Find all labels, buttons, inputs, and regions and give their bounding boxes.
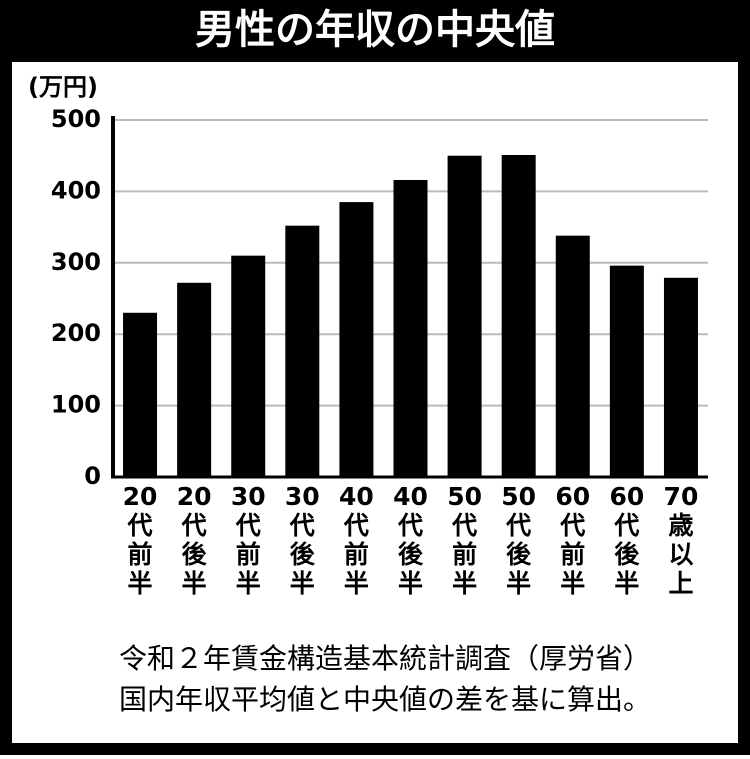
bar (231, 255, 266, 477)
bar (501, 154, 536, 477)
note: 国内年収平均値と中央値の差を基に算出。 (119, 683, 651, 716)
y-tick-label: 200 (51, 319, 101, 347)
note: 令和２年賃金構造基本統計調査（厚労省） (119, 642, 651, 675)
y-axis-label: (万円) (28, 73, 98, 101)
bar (555, 235, 590, 477)
x-tick-label: 30 代後半 (285, 482, 320, 598)
y-tick-label: 100 (51, 391, 101, 419)
bar (177, 282, 212, 477)
y-tick-label: 300 (51, 248, 101, 276)
y-tick-label: 500 (51, 105, 101, 133)
bar (285, 225, 320, 477)
x-tick-label: 20 代前半 (123, 482, 158, 598)
bar (447, 155, 482, 477)
bar (339, 202, 374, 478)
x-tick-label: 60 代後半 (609, 482, 644, 598)
x-tick-label: 30 代前半 (231, 482, 266, 598)
x-tick-label: 50 代後半 (501, 482, 536, 598)
y-tick-label: 400 (51, 176, 101, 204)
bar (609, 265, 644, 477)
x-tick-label: 40 代前半 (339, 482, 374, 598)
x-tick-label: 70 歳以上 (664, 482, 699, 598)
x-tick-label: 60 代前半 (555, 482, 590, 598)
bar (663, 277, 698, 477)
x-tick-label: 50 代前半 (447, 482, 482, 598)
y-tick-label: 0 (84, 462, 101, 490)
x-tick-label: 20 代後半 (177, 482, 212, 598)
x-tick-label: 40 代後半 (393, 482, 428, 598)
bar (393, 179, 428, 477)
bar (123, 312, 158, 477)
chart-title: 男性の年収の中央値 (195, 7, 555, 53)
